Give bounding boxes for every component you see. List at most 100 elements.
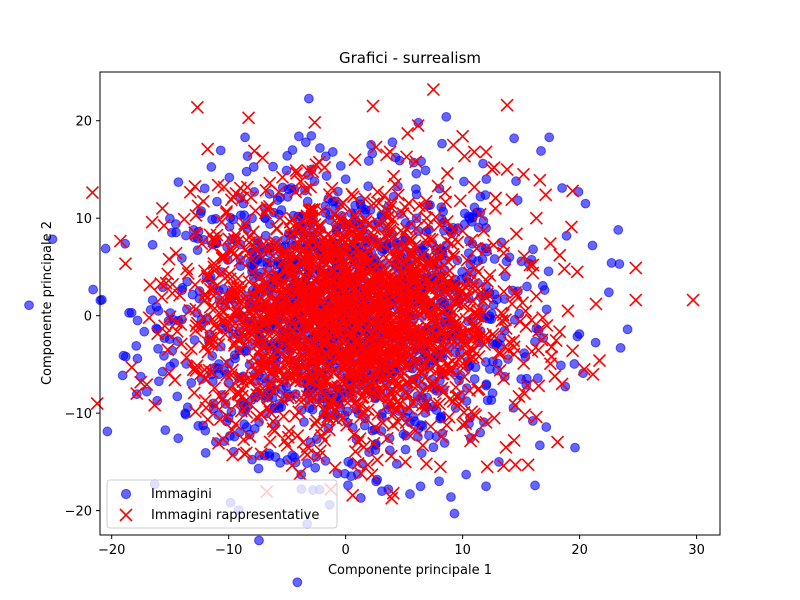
scatter-point-immagini	[528, 244, 538, 255]
scatter-point-rappresentative	[388, 356, 402, 371]
scatter-point-rappresentative	[354, 467, 368, 481]
scatter-point-rappresentative	[217, 251, 231, 265]
scatter-point-rappresentative	[424, 419, 438, 433]
scatter-point-immagini	[603, 287, 614, 298]
scatter-point-immagini	[387, 137, 398, 148]
scatter-point-rappresentative	[417, 402, 431, 416]
scatter-point-immagini	[536, 146, 546, 156]
scatter-point-rappresentative	[356, 298, 370, 312]
scatter-point-rappresentative	[384, 231, 398, 246]
scatter-point-immagini	[207, 214, 217, 225]
scatter-point-rappresentative	[157, 218, 171, 233]
scatter-point-rappresentative	[253, 342, 267, 356]
scatter-point-rappresentative	[188, 226, 202, 240]
scatter-point-rappresentative	[387, 169, 401, 183]
scatter-point-immagini	[615, 342, 626, 353]
scatter-point-rappresentative	[353, 250, 367, 264]
scatter-point-immagini	[152, 395, 163, 406]
scatter-point-rappresentative	[446, 394, 460, 409]
y-tick-label: 20	[75, 115, 92, 130]
scatter-point-rappresentative	[246, 351, 260, 365]
scatter-point-rappresentative	[479, 145, 493, 159]
scatter-point-rappresentative	[392, 328, 407, 342]
scatter-point-rappresentative	[208, 264, 222, 278]
scatter-point-rappresentative	[296, 244, 311, 258]
scatter-point-rappresentative	[384, 200, 398, 214]
scatter-point-rappresentative	[208, 301, 222, 316]
scatter-point-rappresentative	[275, 279, 290, 294]
scatter-point-rappresentative	[570, 265, 584, 279]
scatter-point-immagini	[193, 420, 204, 431]
scatter-point-rappresentative	[507, 334, 521, 348]
scatter-point-rappresentative	[365, 468, 379, 482]
scatter-point-immagini	[327, 147, 338, 157]
scatter-point-immagini	[377, 486, 387, 497]
scatter-point-rappresentative	[262, 199, 277, 214]
scatter-point-immagini	[614, 259, 625, 269]
scatter-point-rappresentative	[489, 191, 503, 205]
scatter-point-rappresentative	[516, 167, 531, 181]
scatter-point-immagini	[405, 489, 415, 499]
scatter-point-rappresentative	[354, 410, 368, 424]
scatter-point-rappresentative	[226, 319, 240, 333]
scatter-point-rappresentative	[500, 98, 514, 112]
scatter-point-rappresentative	[467, 331, 481, 345]
x-tick-label: −20	[98, 543, 125, 558]
scatter-point-immagini	[541, 304, 552, 315]
scatter-point-rappresentative	[297, 349, 312, 364]
scatter-point-rappresentative	[294, 290, 308, 304]
scatter-point-rappresentative	[254, 269, 268, 283]
scatter-point-rappresentative	[348, 365, 362, 379]
scatter-point-rappresentative	[353, 432, 367, 446]
scatter-point-rappresentative	[290, 367, 304, 381]
scatter-point-rappresentative	[291, 429, 305, 443]
scatter-point-rappresentative	[134, 375, 148, 389]
scatter-point-rappresentative	[248, 204, 263, 218]
scatter-point-immagini	[139, 326, 150, 337]
scatter-point-immagini	[400, 444, 411, 455]
scatter-point-rappresentative	[201, 345, 215, 359]
scatter-point-immagini	[274, 398, 285, 409]
scatter-point-rappresentative	[212, 389, 227, 403]
scatter-point-rappresentative	[473, 207, 487, 221]
scatter-point-rappresentative	[358, 348, 372, 362]
scatter-point-rappresentative	[250, 410, 264, 424]
scatter-point-immagini	[186, 378, 197, 388]
scatter-point-rappresentative	[354, 280, 368, 294]
scatter-point-immagini	[300, 137, 311, 148]
scatter-point-rappresentative	[550, 435, 565, 449]
scatter-point-rappresentative	[430, 263, 444, 277]
scatter-point-immagini	[272, 195, 283, 205]
scatter-point-rappresentative	[243, 397, 257, 411]
scatter-point-immagini	[343, 480, 353, 491]
scatter-point-rappresentative	[270, 222, 284, 236]
scatter-point-rappresentative	[355, 390, 369, 405]
scatter-point-rappresentative	[301, 280, 315, 294]
scatter-point-rappresentative	[174, 337, 188, 351]
scatter-point-rappresentative	[561, 304, 575, 318]
scatter-point-immagini	[570, 442, 580, 453]
scatter-point-rappresentative	[154, 276, 168, 291]
scatter-point-rappresentative	[509, 288, 524, 302]
scatter-point-rappresentative	[234, 404, 248, 418]
scatter-point-immagini	[289, 184, 300, 195]
scatter-point-rappresentative	[389, 259, 403, 273]
scatter-point-rappresentative	[365, 356, 379, 371]
scatter-point-rappresentative	[299, 224, 313, 239]
scatter-point-rappresentative	[377, 302, 391, 316]
scatter-point-rappresentative	[224, 242, 238, 256]
scatter-point-rappresentative	[260, 322, 274, 336]
legend-box	[106, 479, 338, 529]
scatter-point-rappresentative	[412, 250, 426, 264]
scatter-point-rappresentative	[505, 297, 519, 311]
scatter-point-rappresentative	[125, 360, 139, 374]
scatter-point-rappresentative	[234, 285, 248, 299]
scatter-point-rappresentative	[243, 429, 257, 444]
scatter-point-rappresentative	[457, 149, 472, 163]
scatter-point-rappresentative	[190, 100, 204, 114]
scatter-point-rappresentative	[289, 373, 304, 387]
scatter-point-rappresentative	[306, 165, 320, 179]
scatter-point-rappresentative	[348, 444, 362, 459]
scatter-point-rappresentative	[480, 460, 494, 474]
scatter-point-rappresentative	[540, 318, 554, 332]
